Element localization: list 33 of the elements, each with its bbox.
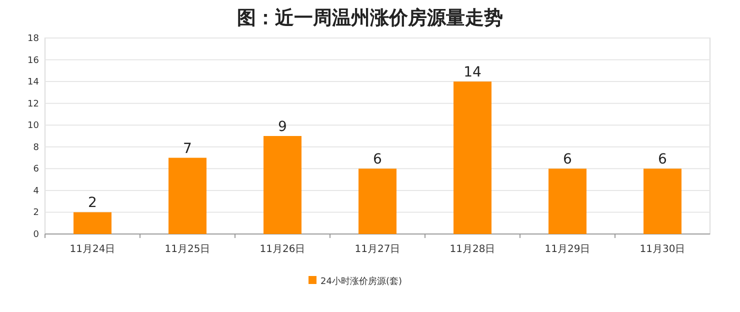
y-tick-label: 0: [33, 230, 40, 240]
bar: [168, 158, 206, 234]
bar: [548, 168, 586, 234]
data-label: 6: [563, 152, 572, 168]
y-tick-label: 16: [28, 56, 40, 66]
x-tick-label: 11月24日: [70, 244, 116, 255]
x-tick-label: 11月28日: [450, 244, 496, 255]
data-label: 6: [373, 152, 382, 168]
y-tick-label: 2: [33, 208, 39, 218]
y-tick-label: 14: [28, 78, 40, 88]
data-label: 14: [464, 64, 482, 81]
bar: [74, 212, 112, 234]
chart-title: 图：近一周温州涨价房源量走势: [237, 7, 503, 29]
x-tick-label: 11月29日: [544, 244, 590, 255]
y-tick-label: 12: [28, 99, 39, 110]
x-tick-label: 11月30日: [640, 244, 686, 255]
y-tick-label: 4: [33, 186, 40, 196]
y-tick-label: 8: [33, 142, 40, 153]
data-label: 6: [658, 152, 668, 168]
bar: [454, 82, 492, 234]
x-tick-label: 11月26日: [260, 244, 306, 255]
y-tick-label: 6: [33, 164, 40, 175]
legend-label: 24小时涨价房源(套): [320, 276, 402, 287]
y-tick-label: 10: [28, 121, 40, 132]
x-tick-label: 11月25日: [164, 244, 210, 255]
x-tick-label: 11月27日: [354, 244, 400, 255]
data-label: 7: [183, 140, 192, 157]
data-label: 2: [88, 195, 97, 212]
bar: [644, 168, 682, 234]
bar: [358, 168, 396, 234]
data-label: 9: [278, 119, 287, 135]
bar: [264, 136, 302, 234]
y-tick-label: 18: [28, 34, 40, 44]
